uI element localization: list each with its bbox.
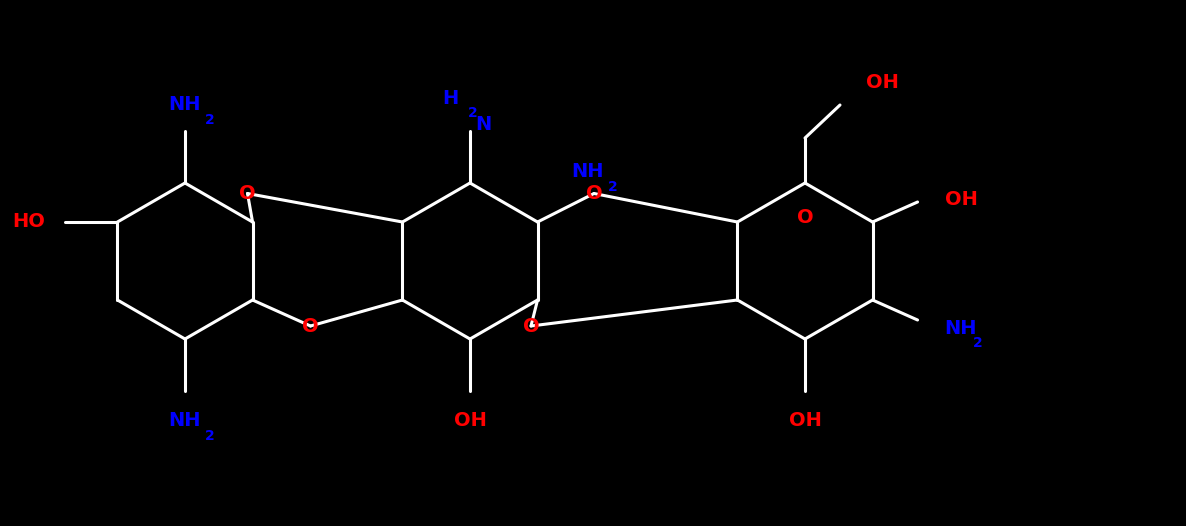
Text: OH: OH [944, 190, 977, 209]
Text: 2: 2 [468, 106, 478, 120]
Text: 2: 2 [973, 336, 982, 350]
Text: 2: 2 [607, 180, 618, 194]
Text: O: O [302, 317, 319, 336]
Text: NH: NH [572, 163, 604, 181]
Text: O: O [240, 184, 256, 203]
Text: OH: OH [453, 411, 486, 430]
Text: OH: OH [789, 411, 822, 430]
Text: N: N [476, 116, 491, 135]
Text: HO: HO [13, 213, 45, 231]
Text: H: H [441, 88, 458, 107]
Text: OH: OH [866, 74, 899, 93]
Text: O: O [797, 208, 814, 228]
Text: NH: NH [168, 411, 202, 430]
Text: 2: 2 [205, 113, 215, 127]
Text: NH: NH [168, 96, 202, 115]
Text: NH: NH [944, 319, 977, 338]
Text: O: O [586, 184, 602, 203]
Text: 2: 2 [205, 429, 215, 443]
Text: O: O [523, 317, 540, 336]
